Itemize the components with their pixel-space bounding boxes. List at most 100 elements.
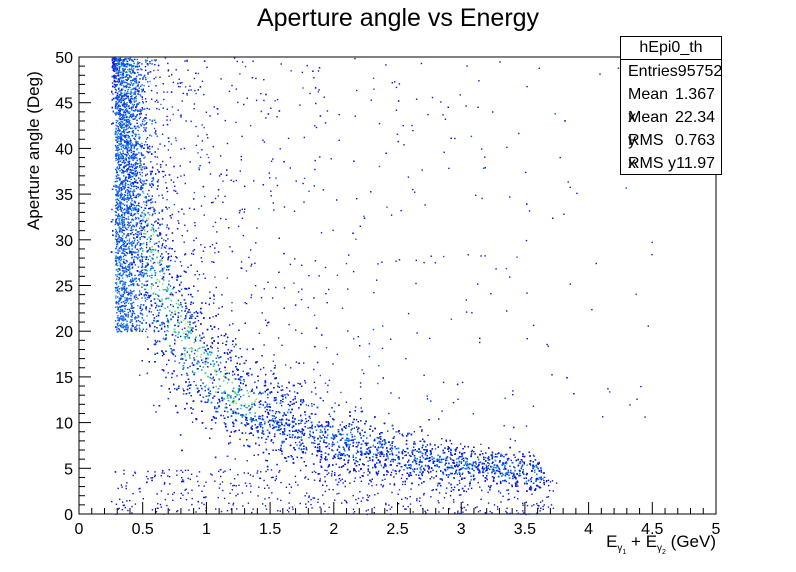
density-point: [150, 287, 153, 290]
density-point: [336, 441, 339, 443]
density-point: [161, 300, 163, 302]
density-point: [286, 393, 288, 395]
density-point: [191, 421, 194, 423]
density-point: [221, 392, 223, 394]
density-point: [119, 160, 122, 162]
density-point: [148, 248, 150, 251]
density-point: [327, 466, 329, 468]
density-point: [373, 453, 375, 455]
density-point: [455, 458, 458, 460]
density-point: [432, 469, 434, 471]
density-point: [505, 480, 508, 483]
density-point: [491, 462, 493, 464]
density-point: [367, 460, 369, 462]
density-point: [135, 222, 137, 224]
density-point: [403, 454, 406, 457]
density-point: [251, 388, 254, 390]
density-point: [325, 459, 327, 461]
density-point: [165, 251, 167, 253]
density-point: [172, 295, 174, 297]
density-point: [304, 452, 307, 454]
density-point: [540, 478, 542, 480]
density-point: [487, 465, 490, 467]
density-point: [249, 418, 251, 421]
density-point: [314, 442, 316, 444]
density-point: [298, 419, 300, 422]
density-point: [198, 273, 201, 276]
density-point: [510, 459, 512, 462]
density-point: [470, 479, 472, 481]
density-point: [177, 315, 179, 317]
density-point: [139, 237, 141, 239]
density-point: [210, 354, 212, 356]
density-point: [183, 362, 185, 364]
density-point: [230, 397, 232, 399]
density-point: [150, 265, 153, 267]
density-point: [171, 376, 173, 379]
density-point: [494, 472, 497, 474]
density-point: [248, 432, 251, 435]
density-point: [262, 427, 264, 429]
density-point: [178, 362, 181, 364]
density-point: [543, 483, 545, 486]
density-point: [514, 456, 516, 458]
density-point: [504, 454, 507, 456]
density-point: [155, 315, 158, 317]
density-point: [533, 455, 535, 457]
density-point: [239, 438, 241, 440]
density-point: [147, 258, 150, 261]
density-point: [279, 419, 281, 421]
density-point: [244, 432, 247, 434]
density-point: [222, 415, 225, 417]
density-point: [161, 355, 164, 357]
density-point: [459, 443, 462, 445]
density-point: [382, 484, 385, 487]
density-point: [111, 82, 114, 84]
density-point: [133, 178, 136, 180]
density-point: [333, 436, 335, 438]
density-point: [111, 208, 113, 211]
density-point: [356, 449, 359, 452]
density-point: [123, 102, 125, 104]
density-point: [191, 370, 194, 372]
density-point: [191, 362, 193, 364]
density-point: [174, 260, 176, 263]
density-point: [268, 432, 271, 435]
density-point: [176, 276, 178, 279]
density-point: [234, 458, 236, 460]
density-point: [240, 407, 242, 410]
density-point: [392, 461, 394, 463]
density-point: [299, 431, 302, 433]
density-point: [332, 450, 334, 452]
density-point: [286, 434, 289, 436]
density-point: [328, 447, 330, 450]
density-point: [291, 434, 294, 436]
density-point: [233, 410, 235, 412]
density-point: [161, 323, 163, 326]
density-point: [461, 458, 463, 461]
density-point: [456, 473, 459, 475]
density-point: [117, 109, 120, 112]
density-point: [356, 446, 358, 448]
density-point: [152, 206, 154, 209]
density-point: [482, 466, 484, 468]
density-point: [180, 335, 182, 338]
density-point: [138, 205, 141, 207]
density-point: [420, 460, 422, 463]
density-point: [355, 419, 358, 421]
density-point: [406, 467, 408, 469]
density-point: [519, 461, 521, 463]
density-point: [194, 349, 197, 351]
density-point: [491, 471, 493, 473]
density-point: [138, 110, 140, 112]
density-point: [519, 462, 522, 465]
density-point: [265, 459, 267, 462]
density-point: [214, 407, 216, 409]
density-point: [300, 420, 302, 422]
density-point: [226, 395, 229, 397]
density-point: [383, 464, 386, 466]
density-point: [514, 467, 516, 469]
density-point: [151, 195, 153, 197]
density-point: [472, 463, 475, 465]
density-point: [429, 443, 431, 445]
